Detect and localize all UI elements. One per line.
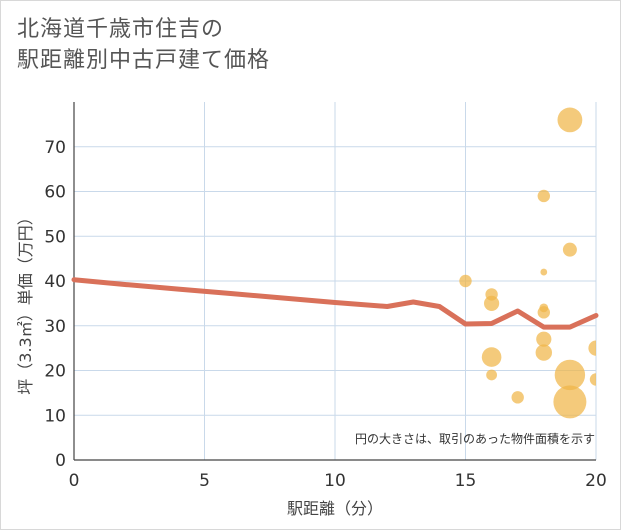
bubble-series <box>459 107 596 419</box>
bubble-point <box>537 189 550 203</box>
bubble-point <box>484 295 500 311</box>
chart-title: 北海道千歳市住吉の 駅距離別中古戸建て価格 <box>17 14 270 76</box>
x-tick-label: 0 <box>69 471 80 491</box>
bubble-point <box>459 274 472 288</box>
bubble-point <box>553 385 587 419</box>
chart-title-line-2: 駅距離別中古戸建て価格 <box>17 48 271 73</box>
bubble-point <box>562 242 577 257</box>
bubble-point <box>535 344 552 361</box>
x-tick-label: 15 <box>455 471 477 491</box>
bubble-point <box>536 331 552 347</box>
size-legend-note: 円の大きさは、取引のあった物件面積を示す <box>355 431 595 446</box>
bubble-point <box>485 288 498 301</box>
x-axis-title: 駅距離（分） <box>287 499 383 518</box>
y-tick-label: 60 <box>44 183 66 203</box>
y-tick-label: 30 <box>44 317 66 337</box>
grid-lines <box>74 102 597 460</box>
trend-series <box>71 277 599 330</box>
bubble-point <box>554 359 586 391</box>
y-tick-label: 50 <box>44 227 66 247</box>
bubble-point <box>557 107 583 133</box>
trend-line <box>71 277 599 330</box>
bubble-point <box>539 303 549 313</box>
y-tick-label: 10 <box>44 406 66 426</box>
x-tick-label: 10 <box>324 471 346 491</box>
y-tick-label: 40 <box>44 272 66 292</box>
x-tick-label: 5 <box>199 471 210 491</box>
y-tick-label: 0 <box>55 451 66 471</box>
bubble-point <box>511 391 524 404</box>
bubble-point <box>588 340 596 356</box>
tick-labels: 0 5 10 15 20 0 10 20 30 40 50 60 70 <box>44 138 606 491</box>
y-tick-label: 20 <box>44 362 66 382</box>
bubble-point <box>486 369 497 381</box>
chart-title-line-1: 北海道千歳市住吉の <box>17 17 225 42</box>
x-tick-label: 20 <box>585 471 607 491</box>
y-axis-title: 坪（3.3㎡）単価（万円） <box>16 209 35 394</box>
y-tick-label: 70 <box>44 138 66 158</box>
bubble-point <box>481 347 502 367</box>
bubble-point <box>589 373 596 386</box>
bubble-point <box>540 268 548 276</box>
